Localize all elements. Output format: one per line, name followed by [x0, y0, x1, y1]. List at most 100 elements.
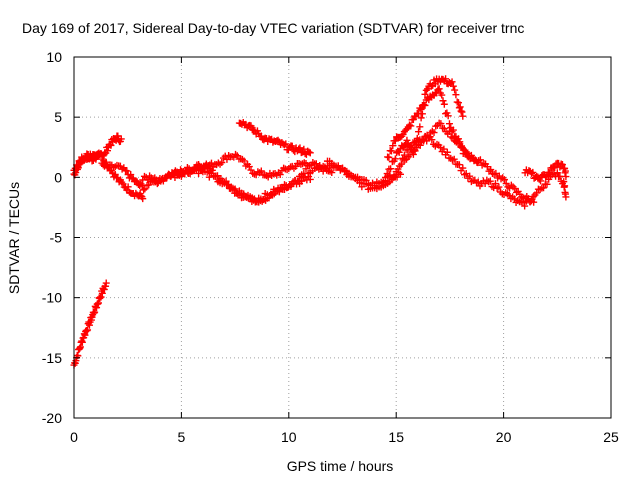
y-tick-label: 10: [46, 49, 62, 65]
data-point: [356, 179, 364, 187]
data-point: [397, 160, 405, 168]
data-point: [562, 193, 570, 201]
y-tick-label: 5: [54, 109, 62, 125]
data-point: [387, 147, 395, 155]
data-point: [272, 188, 280, 196]
data-point: [556, 172, 564, 180]
data-point: [123, 167, 131, 175]
data-point: [281, 141, 289, 149]
data-point: [558, 161, 566, 169]
data-point: [96, 150, 104, 158]
data-point: [385, 153, 393, 161]
data-point: [305, 148, 313, 156]
data-point: [276, 171, 284, 179]
data-point: [500, 176, 508, 184]
data-point: [561, 182, 569, 190]
data-point: [245, 163, 253, 171]
y-axis-label: SDTVAR / TECUs: [6, 182, 22, 294]
series-arc-storm-c: [392, 119, 538, 206]
y-tick-label: 0: [54, 169, 62, 185]
series-arc-early-c: [98, 159, 149, 194]
data-point: [415, 128, 423, 136]
data-point: [395, 148, 403, 156]
data-point: [440, 145, 448, 153]
data-point: [449, 126, 457, 134]
data-point: [457, 142, 465, 150]
data-point: [529, 168, 537, 176]
data-point: [528, 197, 536, 205]
data-point: [403, 136, 411, 144]
data-point: [381, 173, 389, 181]
data-point: [438, 91, 446, 99]
data-point: [132, 177, 140, 185]
data-point: [437, 120, 445, 128]
data-point: [510, 195, 518, 203]
data-point: [97, 293, 105, 301]
x-tick-label: 10: [281, 429, 297, 445]
data-point: [212, 172, 220, 180]
data-point: [391, 137, 399, 145]
data-point: [287, 182, 295, 190]
data-point: [268, 190, 276, 198]
data-point: [391, 155, 399, 163]
data-point: [107, 141, 115, 149]
data-point: [440, 100, 448, 108]
data-point: [231, 185, 239, 193]
data-points: [70, 75, 570, 369]
y-tick-label: -15: [42, 350, 62, 366]
data-point: [127, 171, 135, 179]
data-point: [466, 172, 474, 180]
data-point: [421, 101, 429, 109]
data-point: [282, 140, 290, 148]
data-point: [495, 183, 503, 191]
y-tick-label: -10: [42, 290, 62, 306]
x-tick-label: 5: [178, 429, 186, 445]
data-point: [119, 180, 127, 188]
data-point: [205, 173, 213, 181]
x-tick-label: 20: [496, 429, 512, 445]
data-point: [533, 189, 541, 197]
data-point: [553, 169, 561, 177]
data-point: [445, 128, 453, 136]
data-point: [551, 164, 559, 172]
data-point: [74, 162, 82, 170]
data-point: [195, 169, 203, 177]
data-point: [296, 180, 304, 188]
data-point: [449, 82, 457, 90]
data-point: [415, 110, 423, 118]
data-point: [247, 122, 255, 130]
data-point: [141, 185, 149, 193]
x-axis-label: GPS time / hours: [287, 458, 394, 474]
data-point: [417, 114, 425, 122]
data-point: [80, 156, 88, 164]
data-point: [389, 142, 397, 150]
data-point: [543, 180, 551, 188]
data-point: [328, 169, 336, 177]
data-point: [491, 180, 499, 188]
data-point: [562, 173, 570, 181]
data-point: [264, 173, 272, 181]
data-point: [404, 146, 412, 154]
data-point: [117, 135, 125, 143]
data-point: [458, 108, 466, 116]
data-point: [428, 136, 436, 144]
data-point: [207, 159, 215, 167]
data-point: [104, 147, 112, 155]
series-arc-late: [521, 159, 570, 185]
data-point: [448, 78, 456, 86]
data-point: [140, 186, 148, 194]
data-point: [459, 112, 467, 120]
data-point: [218, 159, 226, 167]
data-point: [421, 90, 429, 98]
data-point: [454, 99, 462, 107]
data-point: [145, 181, 153, 189]
data-point: [387, 165, 395, 173]
data-point: [436, 143, 444, 151]
data-point: [435, 85, 443, 93]
data-point: [451, 86, 459, 94]
data-point: [383, 170, 391, 178]
data-point: [296, 144, 304, 152]
data-point: [444, 112, 452, 120]
data-point: [476, 156, 484, 164]
